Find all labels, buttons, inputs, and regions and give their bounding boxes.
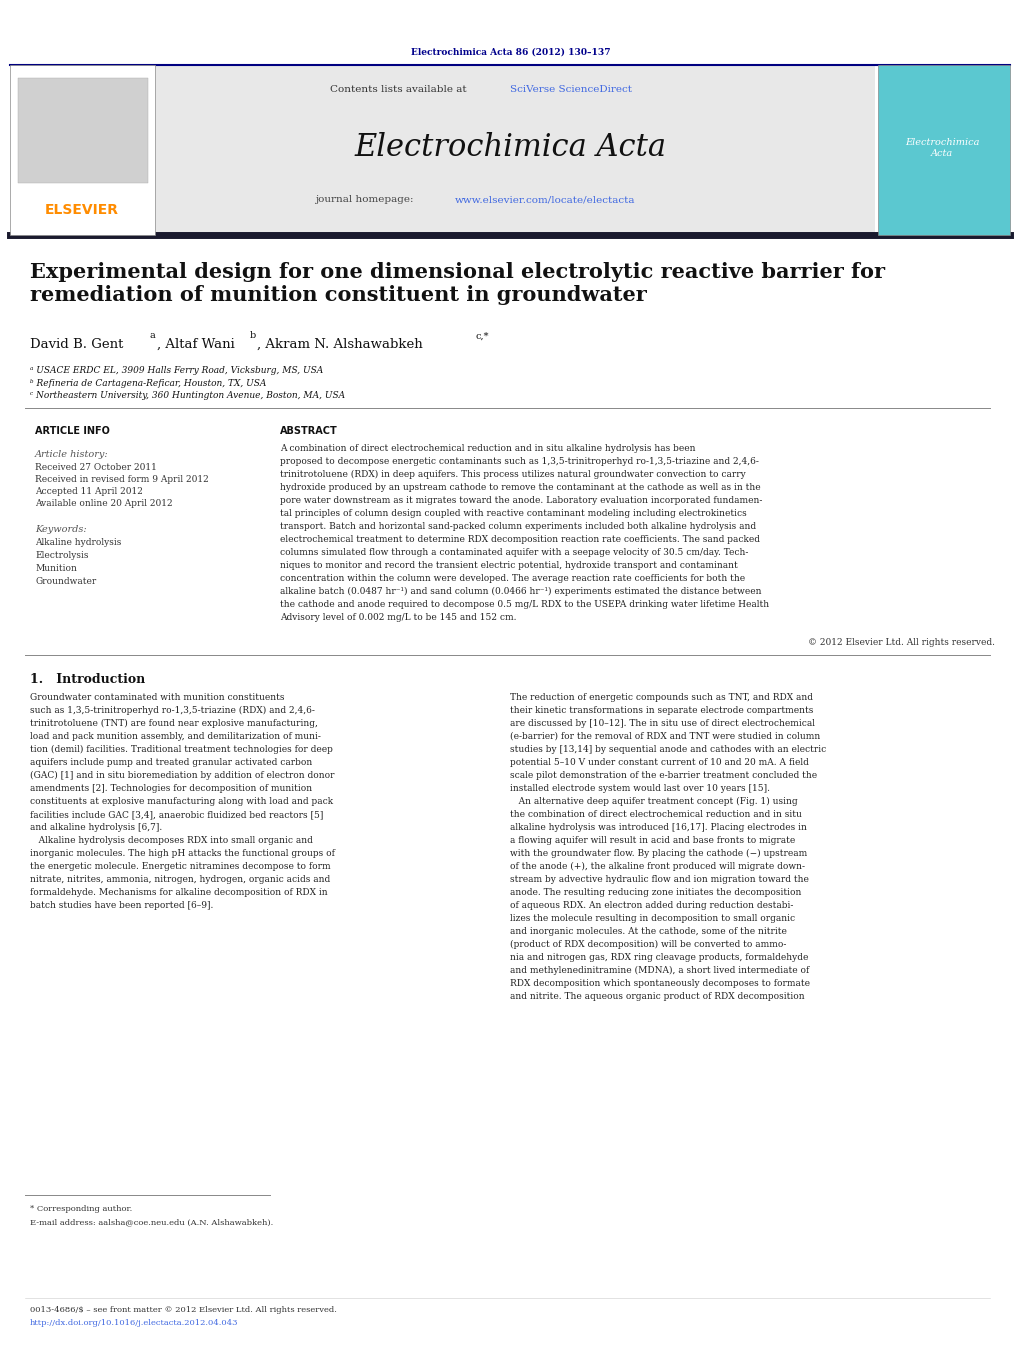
Text: www.elsevier.com/locate/electacta: www.elsevier.com/locate/electacta <box>455 196 635 204</box>
Text: ᵃ USACE ERDC EL, 3909 Halls Ferry Road, Vicksburg, MS, USA: ᵃ USACE ERDC EL, 3909 Halls Ferry Road, … <box>30 366 324 376</box>
Text: and inorganic molecules. At the cathode, some of the nitrite: and inorganic molecules. At the cathode,… <box>510 927 787 936</box>
Text: electrochemical treatment to determine RDX decomposition reaction rate coefficie: electrochemical treatment to determine R… <box>280 535 760 544</box>
FancyBboxPatch shape <box>10 65 155 235</box>
Text: inorganic molecules. The high pH attacks the functional groups of: inorganic molecules. The high pH attacks… <box>30 848 335 858</box>
Text: Article history:: Article history: <box>35 450 108 459</box>
Text: ᵇ Refineria de Cartagena-Reficar, Houston, TX, USA: ᵇ Refineria de Cartagena-Reficar, Housto… <box>30 380 266 388</box>
Text: potential 5–10 V under constant current of 10 and 20 mA. A field: potential 5–10 V under constant current … <box>510 758 809 767</box>
Text: installed electrode system would last over 10 years [15].: installed electrode system would last ov… <box>510 784 770 793</box>
Text: Groundwater contaminated with munition constituents: Groundwater contaminated with munition c… <box>30 693 285 703</box>
Text: transport. Batch and horizontal sand-packed column experiments included both alk: transport. Batch and horizontal sand-pac… <box>280 521 757 531</box>
Text: proposed to decompose energetic contaminants such as 1,3,5-trinitroperhyd ro-1,3: proposed to decompose energetic contamin… <box>280 457 759 466</box>
Text: SciVerse ScienceDirect: SciVerse ScienceDirect <box>510 85 632 95</box>
Text: such as 1,3,5-trinitroperhyd ro-1,3,5-triazine (RDX) and 2,4,6-: such as 1,3,5-trinitroperhyd ro-1,3,5-tr… <box>30 707 314 715</box>
Text: tion (demil) facilities. Traditional treatment technologies for deep: tion (demil) facilities. Traditional tre… <box>30 744 333 754</box>
Text: ABSTRACT: ABSTRACT <box>280 426 338 436</box>
Text: nia and nitrogen gas, RDX ring cleavage products, formaldehyde: nia and nitrogen gas, RDX ring cleavage … <box>510 952 809 962</box>
Text: Alkaline hydrolysis decomposes RDX into small organic and: Alkaline hydrolysis decomposes RDX into … <box>30 836 312 844</box>
Text: Munition: Munition <box>35 563 77 573</box>
Text: nitrate, nitrites, ammonia, nitrogen, hydrogen, organic acids and: nitrate, nitrites, ammonia, nitrogen, hy… <box>30 875 330 884</box>
Text: (product of RDX decomposition) will be converted to ammo-: (product of RDX decomposition) will be c… <box>510 940 786 950</box>
Text: the cathode and anode required to decompose 0.5 mg/L RDX to the USEPA drinking w: the cathode and anode required to decomp… <box>280 600 769 609</box>
Text: tal principles of column design coupled with reactive contaminant modeling inclu: tal principles of column design coupled … <box>280 509 746 517</box>
Text: their kinetic transformations in separate electrode compartments: their kinetic transformations in separat… <box>510 707 814 715</box>
Text: the energetic molecule. Energetic nitramines decompose to form: the energetic molecule. Energetic nitram… <box>30 862 331 871</box>
Text: * Corresponding author.: * Corresponding author. <box>30 1205 133 1213</box>
Text: ᶜ Northeastern University, 360 Huntington Avenue, Boston, MA, USA: ᶜ Northeastern University, 360 Huntingto… <box>30 390 345 400</box>
Text: Electrochimica Acta: Electrochimica Acta <box>354 132 667 163</box>
Text: journal homepage:: journal homepage: <box>315 196 417 204</box>
Text: trinitrotoluene (RDX) in deep aquifers. This process utilizes natural groundwate: trinitrotoluene (RDX) in deep aquifers. … <box>280 470 745 480</box>
Text: 1.   Introduction: 1. Introduction <box>30 673 145 686</box>
Text: (e-barrier) for the removal of RDX and TNT were studied in column: (e-barrier) for the removal of RDX and T… <box>510 732 820 740</box>
Text: with the groundwater flow. By placing the cathode (−) upstream: with the groundwater flow. By placing th… <box>510 848 808 858</box>
Text: Advisory level of 0.002 mg/L to be 145 and 152 cm.: Advisory level of 0.002 mg/L to be 145 a… <box>280 613 517 621</box>
Text: ARTICLE INFO: ARTICLE INFO <box>35 426 110 436</box>
FancyBboxPatch shape <box>878 65 1010 235</box>
Text: are discussed by [10–12]. The in situ use of direct electrochemical: are discussed by [10–12]. The in situ us… <box>510 719 815 728</box>
Text: Electrochimica
Acta: Electrochimica Acta <box>905 138 979 158</box>
FancyBboxPatch shape <box>155 65 875 235</box>
Text: Groundwater: Groundwater <box>35 577 96 586</box>
Text: and alkaline hydrolysis [6,7].: and alkaline hydrolysis [6,7]. <box>30 823 162 832</box>
Text: alkaline hydrolysis was introduced [16,17]. Placing electrodes in: alkaline hydrolysis was introduced [16,1… <box>510 823 807 832</box>
FancyBboxPatch shape <box>18 78 148 182</box>
Text: alkaline batch (0.0487 hr⁻¹) and sand column (0.0466 hr⁻¹) experiments estimated: alkaline batch (0.0487 hr⁻¹) and sand co… <box>280 586 762 596</box>
Text: amendments [2]. Technologies for decomposition of munition: amendments [2]. Technologies for decompo… <box>30 784 312 793</box>
Text: , Akram N. Alshawabkeh: , Akram N. Alshawabkeh <box>257 338 423 351</box>
Text: anode. The resulting reducing zone initiates the decomposition: anode. The resulting reducing zone initi… <box>510 888 801 897</box>
Text: Electrolysis: Electrolysis <box>35 551 89 561</box>
Text: Experimental design for one dimensional electrolytic reactive barrier for
remedi: Experimental design for one dimensional … <box>30 262 885 305</box>
Text: David B. Gent: David B. Gent <box>30 338 124 351</box>
Text: Available online 20 April 2012: Available online 20 April 2012 <box>35 499 173 508</box>
Text: Contents lists available at: Contents lists available at <box>330 85 470 95</box>
Text: and nitrite. The aqueous organic product of RDX decomposition: and nitrite. The aqueous organic product… <box>510 992 805 1001</box>
Text: formaldehyde. Mechanisms for alkaline decomposition of RDX in: formaldehyde. Mechanisms for alkaline de… <box>30 888 328 897</box>
Text: (GAC) [1] and in situ bioremediation by addition of electron donor: (GAC) [1] and in situ bioremediation by … <box>30 771 335 780</box>
Text: and methylenedinitramine (MDNA), a short lived intermediate of: and methylenedinitramine (MDNA), a short… <box>510 966 810 975</box>
Text: Accepted 11 April 2012: Accepted 11 April 2012 <box>35 486 143 496</box>
Text: ELSEVIER: ELSEVIER <box>45 203 119 218</box>
Text: RDX decomposition which spontaneously decomposes to formate: RDX decomposition which spontaneously de… <box>510 979 810 988</box>
Text: Received 27 October 2011: Received 27 October 2011 <box>35 463 157 471</box>
Text: lizes the molecule resulting in decomposition to small organic: lizes the molecule resulting in decompos… <box>510 915 795 923</box>
Text: the combination of direct electrochemical reduction and in situ: the combination of direct electrochemica… <box>510 811 801 819</box>
Text: of the anode (+), the alkaline front produced will migrate down-: of the anode (+), the alkaline front pro… <box>510 862 805 871</box>
Text: of aqueous RDX. An electron added during reduction destabi-: of aqueous RDX. An electron added during… <box>510 901 793 911</box>
Text: An alternative deep aquifer treatment concept (Fig. 1) using: An alternative deep aquifer treatment co… <box>510 797 797 807</box>
Text: Electrochimica Acta 86 (2012) 130–137: Electrochimica Acta 86 (2012) 130–137 <box>410 47 611 57</box>
Text: Alkaline hydrolysis: Alkaline hydrolysis <box>35 538 121 547</box>
Text: A combination of direct electrochemical reduction and in situ alkaline hydrolysi: A combination of direct electrochemical … <box>280 444 695 453</box>
Text: a flowing aquifer will result in acid and base fronts to migrate: a flowing aquifer will result in acid an… <box>510 836 795 844</box>
Text: The reduction of energetic compounds such as TNT, and RDX and: The reduction of energetic compounds suc… <box>510 693 813 703</box>
Text: concentration within the column were developed. The average reaction rate coeffi: concentration within the column were dev… <box>280 574 745 584</box>
Text: scale pilot demonstration of the e-barrier treatment concluded the: scale pilot demonstration of the e-barri… <box>510 771 817 780</box>
Text: Keywords:: Keywords: <box>35 526 87 534</box>
Text: load and pack munition assembly, and demilitarization of muni-: load and pack munition assembly, and dem… <box>30 732 321 740</box>
Text: constituents at explosive manufacturing along with load and pack: constituents at explosive manufacturing … <box>30 797 333 807</box>
Text: facilities include GAC [3,4], anaerobic fluidized bed reactors [5]: facilities include GAC [3,4], anaerobic … <box>30 811 324 819</box>
Text: hydroxide produced by an upstream cathode to remove the contaminant at the catho: hydroxide produced by an upstream cathod… <box>280 484 761 492</box>
Text: Received in revised form 9 April 2012: Received in revised form 9 April 2012 <box>35 476 208 484</box>
Text: aquifers include pump and treated granular activated carbon: aquifers include pump and treated granul… <box>30 758 312 767</box>
Text: columns simulated flow through a contaminated aquifer with a seepage velocity of: columns simulated flow through a contami… <box>280 549 748 557</box>
Text: http://dx.doi.org/10.1016/j.electacta.2012.04.043: http://dx.doi.org/10.1016/j.electacta.20… <box>30 1319 239 1327</box>
Text: stream by advective hydraulic flow and ion migration toward the: stream by advective hydraulic flow and i… <box>510 875 809 884</box>
Text: pore water downstream as it migrates toward the anode. Laboratory evaluation inc: pore water downstream as it migrates tow… <box>280 496 763 505</box>
Text: E-mail address: aalsha@coe.neu.edu (A.N. Alshawabkeh).: E-mail address: aalsha@coe.neu.edu (A.N.… <box>30 1219 274 1225</box>
Text: © 2012 Elsevier Ltd. All rights reserved.: © 2012 Elsevier Ltd. All rights reserved… <box>808 638 995 647</box>
Text: niques to monitor and record the transient electric potential, hydroxide transpo: niques to monitor and record the transie… <box>280 561 738 570</box>
Text: batch studies have been reported [6–9].: batch studies have been reported [6–9]. <box>30 901 213 911</box>
Text: c,*: c,* <box>475 331 488 340</box>
Text: trinitrotoluene (TNT) are found near explosive manufacturing,: trinitrotoluene (TNT) are found near exp… <box>30 719 318 728</box>
Text: studies by [13,14] by sequential anode and cathodes with an electric: studies by [13,14] by sequential anode a… <box>510 744 826 754</box>
Text: a: a <box>150 331 156 340</box>
Text: 0013-4686/$ – see front matter © 2012 Elsevier Ltd. All rights reserved.: 0013-4686/$ – see front matter © 2012 El… <box>30 1306 337 1315</box>
Text: b: b <box>250 331 256 340</box>
Text: , Altaf Wani: , Altaf Wani <box>157 338 235 351</box>
